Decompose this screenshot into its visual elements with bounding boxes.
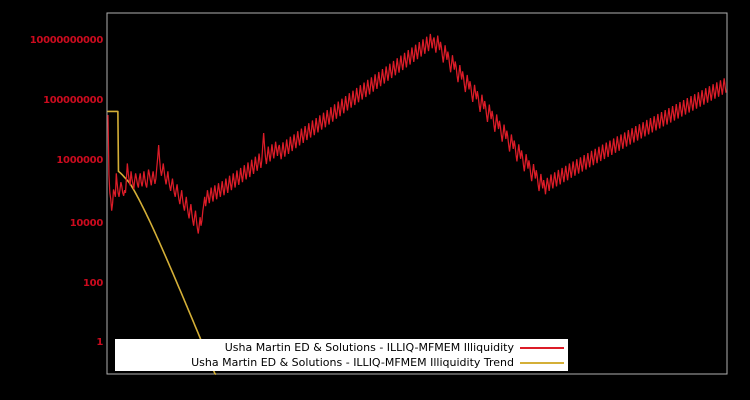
y-tick-label: 10000000000 <box>29 35 104 46</box>
legend-swatch-illiquidity <box>520 346 564 349</box>
y-tick-label: 100 <box>83 278 103 289</box>
y-tick-label: 100000000 <box>43 95 103 106</box>
legend: Usha Martin ED & Solutions - ILLIQ-MFMEM… <box>115 339 568 371</box>
y-tick-label: 10000 <box>69 218 104 229</box>
legend-label-illiquidity-trend: Usha Martin ED & Solutions - ILLIQ-MFMEM… <box>191 355 514 369</box>
series-line-illiquidity <box>107 33 727 234</box>
plot-background <box>106 12 728 375</box>
legend-entry: Usha Martin ED & Solutions - ILLIQ-MFMEM… <box>119 340 564 355</box>
y-tick-label: 1000000 <box>56 155 103 166</box>
y-tick-label: 1 <box>96 337 103 348</box>
legend-swatch-illiquidity-trend <box>520 361 564 364</box>
y-axis-tick-labels: 10000000000 100000000 1000000 10000 100 … <box>0 0 104 400</box>
legend-entry: Usha Martin ED & Solutions - ILLIQ-MFMEM… <box>119 355 564 370</box>
legend-label-illiquidity: Usha Martin ED & Solutions - ILLIQ-MFMEM… <box>224 340 514 354</box>
